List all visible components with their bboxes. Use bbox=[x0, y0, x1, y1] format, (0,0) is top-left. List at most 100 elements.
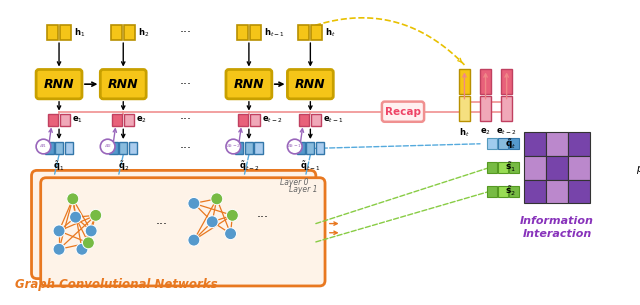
Bar bbox=[124, 113, 134, 126]
Text: Layer 1: Layer 1 bbox=[289, 185, 317, 194]
Text: ···: ··· bbox=[156, 218, 168, 231]
Bar bbox=[546, 156, 568, 180]
Bar bbox=[459, 96, 470, 121]
Circle shape bbox=[188, 197, 200, 209]
Text: ···: ··· bbox=[180, 78, 192, 91]
Bar bbox=[524, 180, 546, 203]
Text: $\mathbf{e}_{t-2}$: $\mathbf{e}_{t-2}$ bbox=[497, 126, 517, 137]
Text: Graph Convolutional Networks: Graph Convolutional Networks bbox=[15, 278, 217, 291]
Bar bbox=[298, 25, 309, 40]
Circle shape bbox=[53, 243, 65, 255]
Text: $\tilde{\mathbf{q}}_{t-2}$: $\tilde{\mathbf{q}}_{t-2}$ bbox=[239, 160, 259, 173]
Text: RNN: RNN bbox=[295, 78, 326, 91]
Text: ···: ··· bbox=[180, 142, 192, 155]
FancyBboxPatch shape bbox=[287, 70, 333, 99]
Text: RNN: RNN bbox=[108, 78, 138, 91]
Text: $\mathbf{h}_t$: $\mathbf{h}_t$ bbox=[459, 126, 470, 139]
Circle shape bbox=[76, 243, 88, 255]
Text: $\tilde{\mathbf{q}}_{t-1}$: $\tilde{\mathbf{q}}_{t-1}$ bbox=[300, 160, 321, 173]
Bar bbox=[235, 142, 243, 154]
Text: $\mathbf{e}_2$: $\mathbf{e}_2$ bbox=[136, 115, 147, 125]
Text: RNN: RNN bbox=[44, 78, 74, 91]
Bar bbox=[300, 113, 309, 126]
Bar bbox=[296, 142, 305, 154]
Circle shape bbox=[617, 160, 633, 176]
Circle shape bbox=[206, 216, 218, 228]
Text: ···: ··· bbox=[257, 211, 269, 224]
Circle shape bbox=[100, 139, 115, 154]
Text: $\tilde{\mathbf{q}}_t$: $\tilde{\mathbf{q}}_t$ bbox=[504, 137, 516, 151]
Bar bbox=[129, 142, 137, 154]
Text: $p_t$: $p_t$ bbox=[636, 164, 640, 176]
Text: RNN: RNN bbox=[234, 78, 264, 91]
Bar bbox=[109, 142, 118, 154]
Circle shape bbox=[225, 228, 237, 240]
Circle shape bbox=[211, 193, 223, 205]
Circle shape bbox=[67, 193, 79, 205]
Bar bbox=[60, 25, 71, 40]
Bar bbox=[306, 142, 314, 154]
Text: Recap: Recap bbox=[385, 107, 421, 117]
Bar bbox=[238, 113, 248, 126]
Bar bbox=[47, 25, 58, 40]
Text: Information
Interaction: Information Interaction bbox=[520, 216, 594, 239]
Bar bbox=[499, 162, 508, 173]
Bar bbox=[311, 25, 323, 40]
Bar bbox=[48, 113, 58, 126]
FancyBboxPatch shape bbox=[31, 170, 316, 278]
Text: $\mathbf{e}_{t-1}$: $\mathbf{e}_{t-1}$ bbox=[323, 115, 344, 125]
Circle shape bbox=[83, 237, 94, 249]
Text: $\mathbf{h}_t$: $\mathbf{h}_t$ bbox=[325, 27, 335, 39]
Bar bbox=[568, 132, 590, 156]
Text: ···: ··· bbox=[180, 26, 192, 39]
Bar bbox=[509, 138, 518, 149]
Bar bbox=[501, 96, 512, 121]
FancyBboxPatch shape bbox=[41, 178, 325, 286]
Bar bbox=[499, 138, 508, 149]
Bar bbox=[55, 142, 63, 154]
Text: $a_2$: $a_2$ bbox=[104, 143, 112, 150]
Circle shape bbox=[53, 225, 65, 237]
Circle shape bbox=[90, 209, 102, 221]
Bar bbox=[568, 180, 590, 203]
Bar bbox=[501, 70, 512, 94]
Circle shape bbox=[227, 209, 238, 221]
Circle shape bbox=[70, 211, 81, 223]
Bar bbox=[60, 113, 70, 126]
Circle shape bbox=[36, 139, 51, 154]
Bar bbox=[488, 186, 497, 197]
Bar bbox=[45, 142, 54, 154]
Bar bbox=[480, 96, 491, 121]
Bar bbox=[124, 25, 135, 40]
Bar bbox=[250, 25, 261, 40]
Circle shape bbox=[85, 225, 97, 237]
Bar bbox=[111, 25, 122, 40]
Text: $a_{t-2}$: $a_{t-2}$ bbox=[226, 143, 241, 150]
Bar bbox=[509, 186, 518, 197]
Bar bbox=[488, 138, 497, 149]
Text: $\mathbf{h}_1$: $\mathbf{h}_1$ bbox=[74, 27, 85, 39]
Bar bbox=[237, 25, 248, 40]
Bar bbox=[244, 142, 253, 154]
Text: $\tilde{\mathbf{s}}_1$: $\tilde{\mathbf{s}}_1$ bbox=[505, 161, 516, 174]
Bar bbox=[255, 142, 262, 154]
Bar bbox=[546, 132, 568, 156]
Bar bbox=[568, 156, 590, 180]
Text: $\mathbf{e}_2$: $\mathbf{e}_2$ bbox=[480, 126, 491, 137]
Text: $a_1$: $a_1$ bbox=[39, 143, 47, 150]
Bar bbox=[316, 142, 324, 154]
Bar bbox=[546, 180, 568, 203]
Text: ···: ··· bbox=[180, 113, 192, 127]
Text: $\mathbf{e}_{t-2}$: $\mathbf{e}_{t-2}$ bbox=[262, 115, 282, 125]
Bar bbox=[459, 70, 470, 94]
Bar bbox=[311, 113, 321, 126]
Text: $\tilde{\mathbf{s}}_2$: $\tilde{\mathbf{s}}_2$ bbox=[505, 185, 516, 198]
Bar bbox=[509, 162, 518, 173]
Text: $\mathbf{e}_1$: $\mathbf{e}_1$ bbox=[72, 115, 83, 125]
Text: Layer 0: Layer 0 bbox=[280, 178, 308, 187]
Bar bbox=[480, 70, 491, 94]
Text: $a_{t-1}$: $a_{t-1}$ bbox=[287, 143, 303, 150]
Bar bbox=[488, 162, 497, 173]
Circle shape bbox=[287, 139, 302, 154]
Bar bbox=[65, 142, 73, 154]
